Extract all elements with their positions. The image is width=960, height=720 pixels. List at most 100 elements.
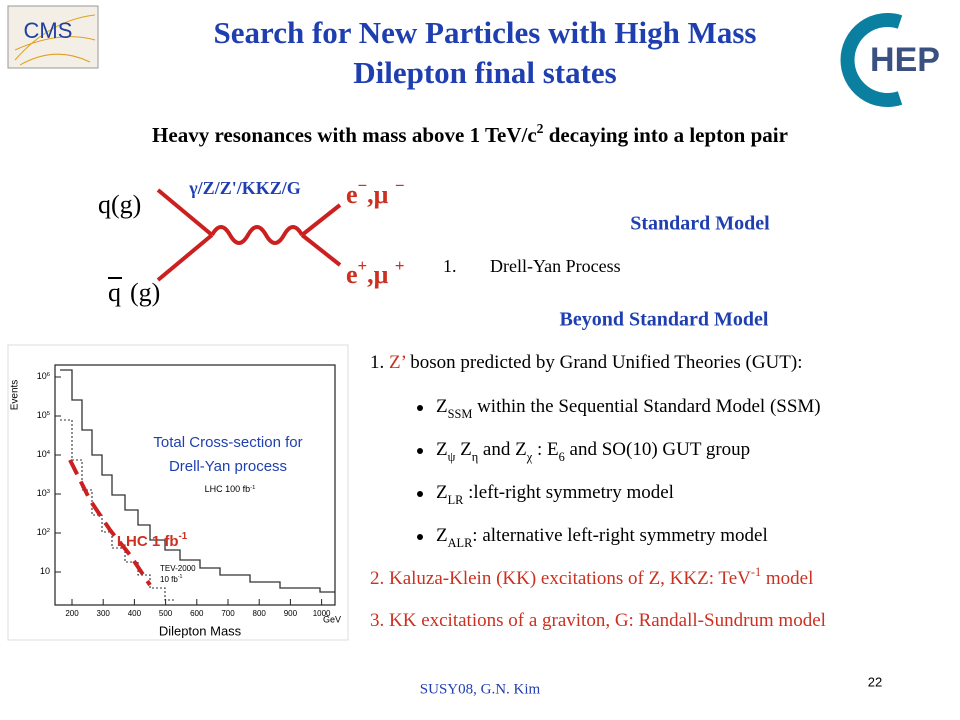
- text-segment: 10: [37, 488, 47, 498]
- text-segment: within the Sequential Standard Model (SS…: [472, 396, 820, 417]
- annotation: LHC 1 fb-1: [117, 531, 188, 550]
- y-tick-label: 10: [40, 566, 50, 576]
- y-tick-label: 106: [37, 371, 50, 381]
- list-item: 3. KK excitations of a graviton, G: Rand…: [370, 610, 826, 631]
- bullet-dot: [417, 405, 423, 411]
- text-segment: 10 fb: [160, 575, 178, 584]
- annotation: Total Cross-section for: [153, 434, 302, 451]
- bullet-dot: [417, 491, 423, 497]
- annotation: Drell-Yan process: [169, 458, 287, 475]
- text-segment: 10: [37, 449, 47, 459]
- cms-logo: CMS: [7, 5, 99, 69]
- list-item: ZLR :left-right symmetry model: [436, 482, 674, 506]
- text-segment: +: [395, 256, 405, 275]
- text-segment: e: [346, 260, 358, 289]
- text-segment: 6: [47, 372, 50, 378]
- y-tick-label: 103: [37, 488, 50, 498]
- list-item: Drell-Yan Process: [490, 256, 621, 276]
- text-segment: e: [346, 180, 358, 209]
- x-tick-label: 700: [221, 609, 235, 618]
- feynman-diagram: q(g) q (g) γ/Z/Z'/KKZ/G e−,μ − e+,μ +: [98, 176, 405, 307]
- y-tick-label: 104: [37, 449, 51, 459]
- text-segment: 2: [537, 121, 544, 136]
- text-segment: 3: [47, 489, 50, 495]
- list-item: 1. Z’ boson predicted by Grand Unified T…: [370, 352, 803, 373]
- y-tick-label: 102: [37, 527, 50, 537]
- logo-text: CMS: [24, 18, 73, 43]
- text-segment: boson predicted by Grand Unified Theorie…: [406, 352, 803, 373]
- axis-label: Events: [10, 380, 21, 411]
- list-item: ZALR: alternative left-right symmetry mo…: [436, 525, 768, 549]
- text-segment: ,μ: [367, 260, 395, 289]
- list-item: 2. Kaluza-Klein (KK) excitations of Z, K…: [370, 565, 813, 590]
- text-segment: 1.: [370, 352, 389, 373]
- text-segment: ,μ: [367, 180, 395, 209]
- x-tick-label: 800: [253, 609, 267, 618]
- text-segment: -1: [250, 485, 255, 491]
- text-segment: −: [358, 176, 368, 195]
- curve-label: 10 fb-1: [160, 574, 183, 584]
- text-segment: 6: [559, 450, 565, 464]
- text-segment: −: [395, 176, 405, 195]
- bullet-list: ZSSM within the Sequential Standard Mode…: [417, 396, 821, 550]
- text-segment: and SO(10) GUT group: [565, 439, 750, 460]
- text-segment: Z: [436, 525, 448, 546]
- text-segment: model: [761, 568, 813, 589]
- particle-label: e−,μ −: [346, 176, 405, 209]
- text-segment: Z: [436, 482, 448, 503]
- text-segment: 2. Kaluza-Klein (KK) excitations of Z, K…: [370, 568, 751, 589]
- text-segment: Z: [436, 396, 448, 417]
- text-segment: -1: [178, 574, 183, 580]
- text-segment: decaying into a lepton pair: [544, 123, 788, 147]
- bullet-dot: [417, 448, 423, 454]
- text-segment: +: [358, 256, 368, 275]
- text-segment: Z’: [389, 352, 406, 373]
- text-segment: -1: [751, 565, 761, 579]
- x-tick-label: 1000: [313, 609, 331, 618]
- text-segment: 10: [37, 371, 47, 381]
- x-tick-label: 900: [284, 609, 298, 618]
- section-heading: Standard Model: [630, 213, 770, 235]
- title: Search for New Particles with High Mass: [214, 15, 757, 50]
- text-segment: LHC 1 fb: [117, 533, 179, 550]
- y-tick-label: 105: [37, 410, 50, 420]
- subtitle: Heavy resonances with mass above 1 TeV/c…: [152, 121, 788, 147]
- particle-label: q(g): [98, 190, 141, 219]
- text-segment: 10: [40, 566, 50, 576]
- text-segment: ALR: [448, 536, 473, 550]
- text-segment: η: [472, 450, 478, 464]
- text-segment: SSM: [448, 407, 473, 421]
- text-segment: Z: [436, 439, 448, 460]
- curve-label: TEV-2000: [160, 564, 196, 573]
- text-segment: :left-right symmetry model: [463, 482, 674, 503]
- text-segment: : alternative left-right symmetry model: [472, 525, 767, 546]
- list-number: 1.: [443, 256, 457, 276]
- text-segment: χ: [526, 450, 533, 464]
- text-segment: Heavy resonances with mass above 1 TeV/c: [152, 123, 537, 147]
- text-segment: LR: [448, 493, 465, 507]
- axis-unit: GeV: [323, 614, 341, 624]
- x-tick-label: 400: [128, 609, 142, 618]
- text-segment: 4: [47, 450, 51, 456]
- axis-label: Dilepton Mass: [159, 623, 242, 638]
- particle-label: e+,μ +: [346, 256, 405, 289]
- text-segment: 10: [37, 527, 47, 537]
- list-item: Zψ Zη and Zχ : E6 and SO(10) GUT group: [436, 439, 750, 463]
- text-segment: 2: [47, 528, 50, 534]
- x-tick-label: 200: [65, 609, 79, 618]
- text-segment: LHC 100 fb: [205, 484, 251, 494]
- text-segment: Z: [455, 439, 471, 460]
- particle-label: q: [108, 278, 121, 307]
- title: Dilepton final states: [353, 55, 617, 90]
- text-segment: ψ: [448, 450, 456, 464]
- text-segment: : E: [532, 439, 558, 460]
- text-segment: 10: [37, 410, 47, 420]
- text-segment: 5: [47, 411, 50, 417]
- section-heading: Beyond Standard Model: [560, 309, 769, 331]
- text-segment: and Z: [478, 439, 527, 460]
- figure: Events Dilepton Mass GeV LHC 100 fb-1 TE…: [7, 344, 349, 641]
- curve-label: LHC 100 fb-1: [205, 484, 256, 494]
- text-segment: -1: [179, 531, 188, 542]
- x-tick-label: 500: [159, 609, 173, 618]
